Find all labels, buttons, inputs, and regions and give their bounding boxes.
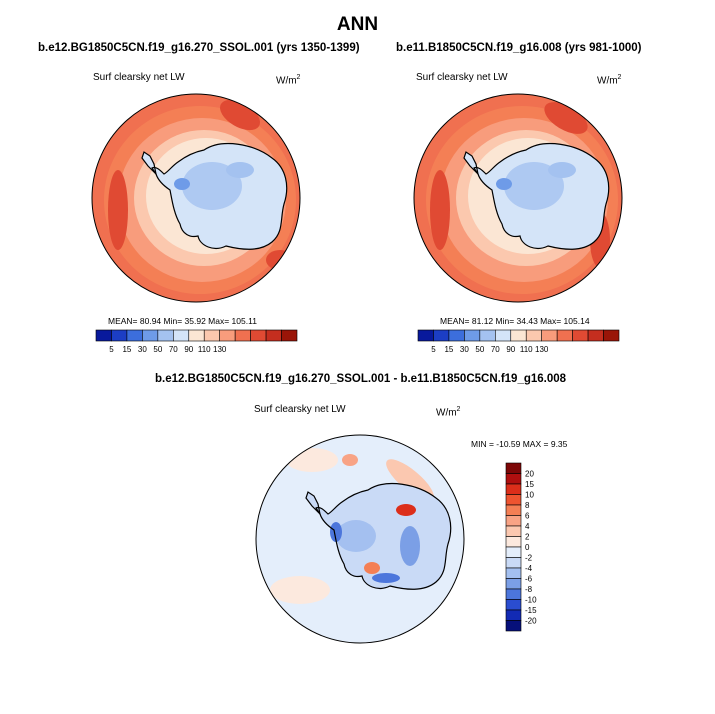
panel2-colorbar-tick-label: 90 (506, 345, 515, 354)
panel2-units: W/m2 (597, 74, 622, 87)
panel3-colorbar-tick-label: -15 (525, 606, 537, 615)
panel1-colorbar-tick-label: 90 (184, 345, 193, 354)
panel2-colorbar-tick-label: 70 (491, 345, 500, 354)
panel3-colorbar-tick-label: 4 (525, 522, 530, 531)
panel3-colorbar-swatch (505, 599, 522, 611)
panel2-title: b.e11.B1850C5CN.f19_g16.008 (yrs 981-100… (396, 42, 642, 54)
panel3-colorbar-swatch (505, 609, 522, 621)
panel2-colorbar-tick-label: 5 (431, 345, 436, 354)
panel1-colorbar-swatch (111, 329, 128, 342)
panel1-stats: MEAN= 80.94 Min= 35.92 Max= 105.11 (108, 316, 257, 326)
panel2-colorbar-tick-label: 110 (520, 345, 533, 354)
panel3-colorbar-tick-label: -8 (525, 585, 533, 594)
panel3-colorbar-tick-label: -4 (525, 564, 533, 573)
panel2-colorbar-swatch (603, 329, 620, 342)
panel2-colorbar-swatch (541, 329, 558, 342)
panel1-colorbar-swatch (188, 329, 205, 342)
panel1-colorbar-swatch (173, 329, 190, 342)
panel2-map (414, 94, 622, 302)
panel3-colorbar-swatch (505, 515, 522, 527)
panel3-colorbar-swatch (505, 473, 522, 485)
panel2-colorbar-swatch (556, 329, 573, 342)
panel2-map-border (413, 93, 623, 303)
panel1-colorbar-swatch (234, 329, 251, 342)
panel3-colorbar-swatch (505, 620, 522, 632)
panel1-colorbar-tick-label: 50 (153, 345, 162, 354)
panel2-colorbar-swatch (448, 329, 465, 342)
panel3-units: W/m2 (436, 406, 461, 419)
panel2-colorbar-swatch (464, 329, 481, 342)
panel3-colorbar-tick-label: -10 (525, 596, 537, 605)
figure-title: ANN (336, 14, 379, 35)
panel2-colorbar-swatch (587, 329, 604, 342)
panel3-colorbar-swatch (505, 546, 522, 558)
panel2-colorbar-tick-label: 30 (460, 345, 469, 354)
panel1-colorbar-tick-label: 130 (213, 345, 227, 354)
panel2-colorbar: 5 15 30 50 70 90 110 130 (417, 329, 620, 354)
panel2-colorbar-swatch (572, 329, 589, 342)
panel2-colorbar-tick-label: 15 (444, 345, 453, 354)
panel3-colorbar-swatch (505, 536, 522, 548)
panel3-colorbar-swatch (505, 504, 522, 516)
panel2-colorbar-swatch (495, 329, 512, 342)
panel3-title: b.e12.BG1850C5CN.f19_g16.270_SSOL.001 - … (155, 373, 567, 385)
panel3-colorbar-tick-label: 15 (525, 480, 534, 489)
panel2-colorbar-swatch (417, 329, 434, 342)
panel1-colorbar-swatch (142, 329, 159, 342)
panel3-colorbar-swatch (505, 578, 522, 590)
panel1-colorbar-swatch (281, 329, 298, 342)
panel3-map (256, 435, 464, 643)
panel1-colorbar-tick-label: 15 (122, 345, 131, 354)
panel1-variable-label: Surf clearsky net LW (93, 72, 185, 83)
panel2-colorbar-swatch (525, 329, 542, 342)
panel1-map (92, 94, 300, 302)
panel1-colorbar-swatch (219, 329, 236, 342)
panel3-colorbar-tick-label: 10 (525, 491, 534, 500)
panel1-colorbar-swatch (250, 329, 267, 342)
panel1-colorbar-swatch (265, 329, 282, 342)
panel2-colorbar-swatch (510, 329, 527, 342)
panel3-colorbar-tick-label: 6 (525, 512, 530, 521)
panel3-colorbar-tick-label: 2 (525, 533, 530, 542)
panel3-colorbar-swatch (505, 557, 522, 569)
panel2-colorbar-swatch (479, 329, 496, 342)
panel3-colorbar-tick-label: -2 (525, 554, 533, 563)
panel2-colorbar-tick-label: 130 (535, 345, 549, 354)
panel1-map-border (91, 93, 301, 303)
panel3-colorbar-tick-label: 8 (525, 501, 530, 510)
panel3-colorbar-tick-label: 0 (525, 543, 530, 552)
panel3-colorbar-swatch (505, 494, 522, 506)
panel1-colorbar-tick-label: 5 (109, 345, 114, 354)
panel3-colorbar-tick-label: 20 (525, 470, 534, 479)
panel1-units: W/m2 (276, 74, 301, 87)
panel3-stats: MIN = -10.59 MAX = 9.35 (471, 439, 568, 449)
panel1-colorbar-tick-label: 70 (169, 345, 178, 354)
panel2-stats: MEAN= 81.12 Min= 34.43 Max= 105.14 (440, 316, 590, 326)
panel3-colorbar-swatch (505, 567, 522, 579)
panel3-colorbar-swatch (505, 483, 522, 495)
panel1-title: b.e12.BG1850C5CN.f19_g16.270_SSOL.001 (y… (38, 42, 360, 54)
panel3-colorbar-tick-label: -20 (525, 617, 537, 626)
panel1-colorbar-swatch (126, 329, 143, 342)
panel2-colorbar-swatch (433, 329, 450, 342)
panel3-colorbar-swatch (505, 525, 522, 537)
panel1-colorbar-swatch (95, 329, 112, 342)
panel1-colorbar-swatch (203, 329, 220, 342)
panel1-colorbar-tick-label: 110 (198, 345, 211, 354)
panel3-colorbar-swatch (505, 462, 522, 474)
panel1-colorbar-tick-label: 30 (138, 345, 147, 354)
panel3-colorbar-tick-label: -6 (525, 575, 533, 584)
panel2-variable-label: Surf clearsky net LW (416, 72, 508, 83)
panel1-colorbar-swatch (157, 329, 174, 342)
panel1-colorbar: 5 15 30 50 70 90 110 130 (95, 329, 298, 354)
panel2-colorbar-tick-label: 50 (475, 345, 484, 354)
panel3-map-border (255, 434, 465, 644)
panel3-colorbar-swatch (505, 588, 522, 600)
panel3-variable-label: Surf clearsky net LW (254, 404, 346, 415)
